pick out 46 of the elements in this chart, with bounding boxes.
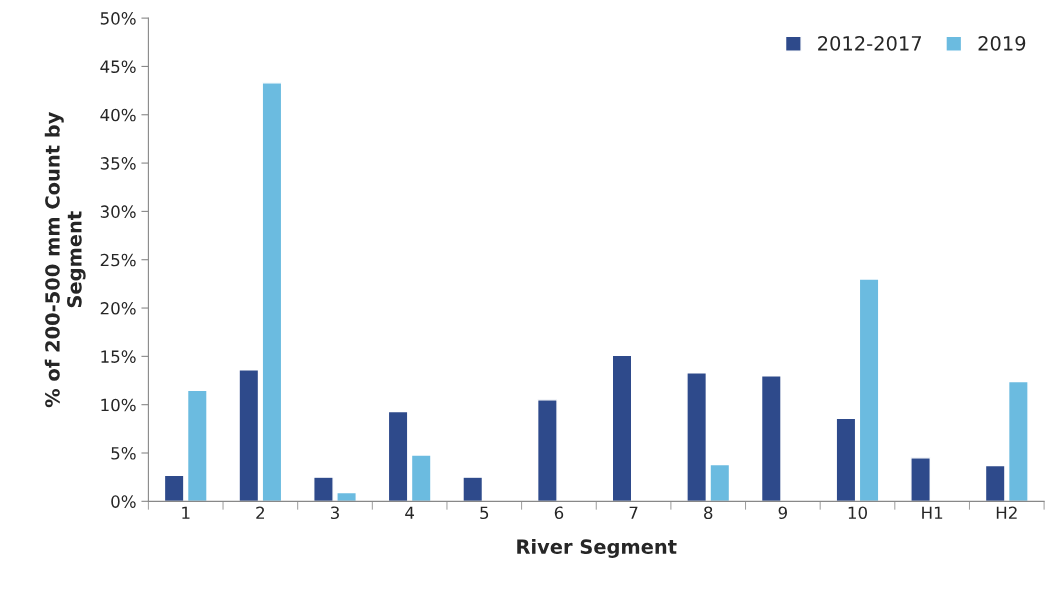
y-tick-label: 50%	[100, 12, 136, 25]
x-tick-label: 4	[405, 506, 415, 519]
bar	[163, 474, 185, 502]
x-tick-label: 7	[629, 506, 638, 519]
y-tick-label: 5%	[111, 446, 136, 460]
x-tick-label: 1	[182, 506, 190, 519]
x-tick-label: 8	[704, 506, 713, 520]
x-axis-title: River Segment	[517, 538, 677, 558]
y-tick-label: 30%	[100, 205, 136, 218]
legend-label: 2012-2017	[818, 35, 922, 51]
bar	[410, 454, 432, 502]
legend-label: 2019	[978, 35, 1026, 51]
bar	[238, 369, 260, 502]
x-tick-label: 3	[330, 506, 339, 520]
x-tick-label: 5	[480, 506, 489, 520]
bar	[336, 491, 357, 502]
bar	[858, 278, 880, 502]
bar	[387, 410, 409, 502]
bar	[984, 464, 1006, 502]
bar	[536, 399, 558, 502]
y-tick-label: 0%	[111, 495, 136, 508]
x-tick-label: H1	[922, 506, 943, 519]
bar	[261, 82, 283, 502]
bar	[709, 463, 731, 502]
bar	[910, 457, 931, 502]
bar	[835, 417, 857, 502]
bar	[313, 476, 334, 502]
x-tick-label: 10	[848, 506, 867, 520]
bar	[1007, 380, 1029, 502]
bar	[686, 372, 708, 502]
y-tick-label: 20%	[100, 302, 136, 315]
y-tick-label: 10%	[101, 398, 136, 412]
y-tick-label: 35%	[100, 157, 136, 170]
y-tick-label: 45%	[100, 60, 136, 74]
y-tick-label: 40%	[100, 108, 136, 122]
y-tick-label: 25%	[100, 253, 136, 267]
x-tick-label: 6	[554, 506, 564, 520]
bar	[760, 374, 782, 502]
y-axis-title: % of 200-500 mm Count by Segment	[44, 112, 86, 408]
bar	[186, 389, 208, 502]
y-tick-label: 15%	[101, 350, 136, 363]
x-tick-label: 2	[256, 506, 264, 519]
bar	[462, 476, 484, 502]
bar	[611, 354, 633, 502]
x-tick-label: 9	[778, 506, 787, 520]
x-tick-label: H2	[996, 506, 1017, 519]
